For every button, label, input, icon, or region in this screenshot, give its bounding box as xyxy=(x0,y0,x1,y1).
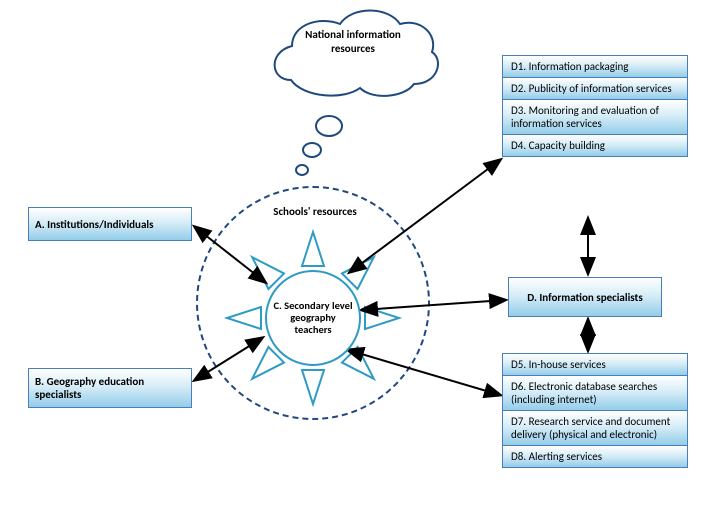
schools-resources-label: Schools' resources xyxy=(260,205,370,218)
stack-bottom-row-3: D8. Alerting services xyxy=(502,446,688,468)
center-node: C. Secondary level geography teachers xyxy=(265,270,361,366)
stack-top-row-2: D3. Monitoring and evaluation of informa… xyxy=(502,100,688,135)
stack-bottom-row-1: D6. Electronic database searches (includ… xyxy=(502,376,688,411)
stack-top: D1. Information packagingD2. Publicity o… xyxy=(502,55,688,157)
box-b-label: B. Geography education specialists xyxy=(35,375,185,401)
box-a: A. Institutions/Individuals xyxy=(28,207,192,241)
box-d-label: D. Information specialists xyxy=(527,291,642,304)
stack-top-row-0: D1. Information packaging xyxy=(502,55,688,78)
stack-top-row-3: D4. Capacity building xyxy=(502,135,688,157)
stack-bottom-row-2: D7. Research service and document delive… xyxy=(502,411,688,446)
stack-bottom: D5. In-house servicesD6. Electronic data… xyxy=(502,353,688,468)
box-b: B. Geography education specialists xyxy=(28,368,192,408)
box-a-label: A. Institutions/Individuals xyxy=(35,218,153,231)
stack-top-row-1: D2. Publicity of information services xyxy=(502,78,688,100)
box-d: D. Information specialists xyxy=(508,277,662,317)
center-node-label: C. Secondary level geography teachers xyxy=(273,300,353,336)
stack-bottom-row-0: D5. In-house services xyxy=(502,353,688,376)
cloud-label: National information resources xyxy=(303,28,403,57)
